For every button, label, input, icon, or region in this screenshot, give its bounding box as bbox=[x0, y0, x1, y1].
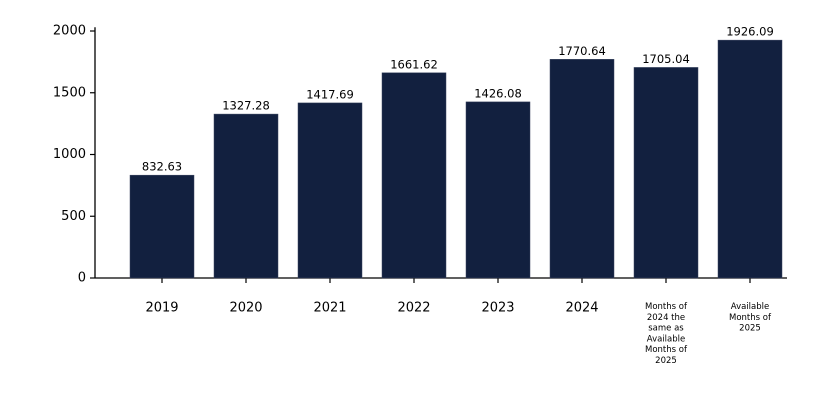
value-label: 832.63 bbox=[142, 160, 182, 174]
x-tick-label: 2022 bbox=[397, 301, 430, 316]
value-label: 1426.08 bbox=[474, 86, 522, 100]
y-tick-label: 2000 bbox=[53, 24, 86, 39]
bar bbox=[465, 101, 531, 279]
value-label: 1327.28 bbox=[222, 99, 270, 113]
x-tick-label: 2021 bbox=[313, 301, 346, 316]
value-label: 1417.69 bbox=[306, 87, 354, 101]
y-tick-label: 0 bbox=[78, 271, 86, 286]
value-label: 1926.09 bbox=[726, 25, 774, 39]
x-tick-label: 2019 bbox=[145, 301, 178, 316]
bar bbox=[129, 174, 195, 279]
value-label: 1661.62 bbox=[390, 57, 438, 71]
y-tick-label: 1000 bbox=[53, 147, 86, 162]
x-tick-label: 2020 bbox=[229, 301, 262, 316]
value-label: 1770.64 bbox=[558, 44, 606, 58]
bar bbox=[297, 102, 363, 279]
x-tick-label: Available Months of 2025 bbox=[729, 302, 772, 334]
x-tick-label: 2024 bbox=[565, 301, 598, 316]
bar bbox=[633, 67, 699, 279]
bar bbox=[549, 59, 615, 279]
bar bbox=[213, 113, 279, 279]
x-tick-label: 2023 bbox=[481, 301, 514, 316]
bar bbox=[717, 39, 783, 279]
value-label: 1705.04 bbox=[642, 52, 690, 66]
x-tick-label: Months of 2024 the same as Available Months … bbox=[645, 302, 688, 366]
y-tick-label: 1500 bbox=[53, 85, 86, 100]
bar bbox=[381, 72, 447, 279]
y-tick-label: 500 bbox=[61, 209, 86, 224]
